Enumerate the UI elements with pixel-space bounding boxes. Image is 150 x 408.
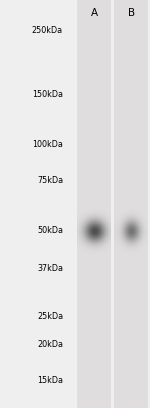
Text: 20kDa: 20kDa (37, 340, 63, 349)
Text: 250kDa: 250kDa (32, 26, 63, 35)
Text: A: A (91, 8, 98, 18)
Text: 37kDa: 37kDa (37, 264, 63, 273)
Text: 15kDa: 15kDa (37, 376, 63, 385)
Text: 25kDa: 25kDa (37, 312, 63, 321)
Text: 50kDa: 50kDa (37, 226, 63, 235)
Text: 150kDa: 150kDa (32, 90, 63, 99)
Text: 100kDa: 100kDa (32, 140, 63, 149)
Text: 75kDa: 75kDa (37, 176, 63, 185)
Text: B: B (128, 8, 135, 18)
